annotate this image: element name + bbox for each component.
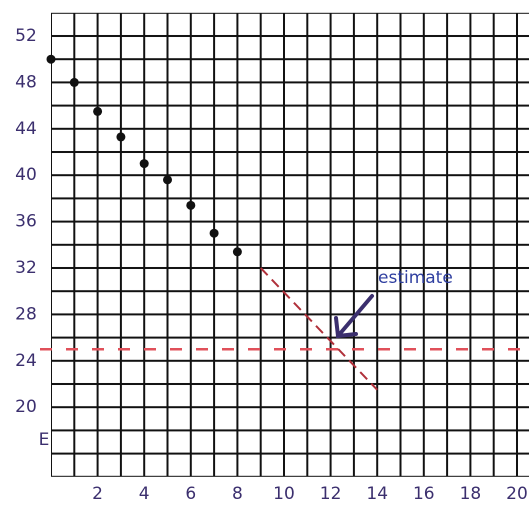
x-tick-label: 16 [413,484,435,504]
x-tick-label: 14 [366,484,388,504]
y-tick-label: 52 [15,26,37,46]
x-tick-label: 12 [320,484,342,504]
point [186,201,195,210]
point [47,55,56,64]
y-tick-label: 48 [15,72,37,92]
point [233,247,242,256]
y-tick-label: 36 [15,212,37,232]
point [116,132,125,141]
y-tick-label: 28 [15,304,37,324]
y-tick-label: 32 [15,258,37,278]
x-tick-label: 6 [185,484,196,504]
point [93,107,102,116]
x-tick-label: 4 [139,484,150,504]
point [210,229,219,238]
point [70,78,79,87]
y-axis-label: E [39,430,50,450]
x-tick-label: 18 [460,484,482,504]
x-tick-label: 10 [273,484,295,504]
annotation: estimate [378,268,453,288]
point [140,159,149,168]
x-tick-label: 2 [92,484,103,504]
x-tick-label: 20 [506,484,528,504]
chart: 2024283236404448522468101214161820Eestim… [0,0,529,510]
x-tick-label: 8 [232,484,243,504]
y-tick-label: 40 [15,165,37,185]
y-tick-label: 20 [15,397,37,417]
y-tick-label: 44 [15,119,37,139]
point [163,175,172,184]
graph-paper [51,13,529,477]
y-tick-label: 24 [15,351,37,371]
